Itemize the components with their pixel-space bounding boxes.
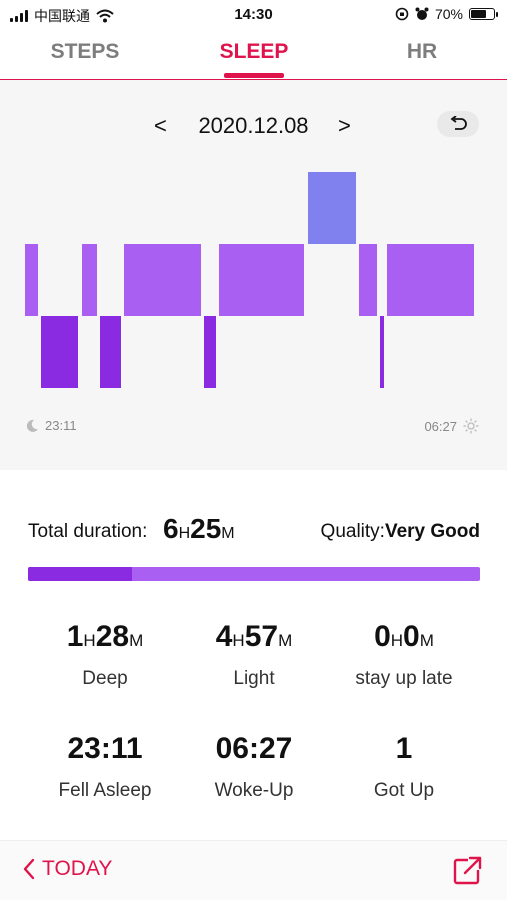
chevron-left-icon	[23, 858, 35, 880]
wifi-icon	[96, 9, 114, 23]
got-up-value: 1	[395, 732, 413, 765]
sleep-chart-panel: < 2020.12.08 > 23:11 06:27	[0, 80, 507, 470]
quality-label: Quality:	[320, 521, 385, 542]
battery-percent: 70%	[434, 6, 463, 22]
bottom-bar: TODAY	[0, 840, 507, 900]
fell-asleep-label: Fell Asleep	[58, 780, 152, 801]
share-icon[interactable]	[453, 855, 483, 885]
orientation-lock-icon	[395, 7, 409, 21]
carrier-label: 中国联通	[34, 8, 90, 24]
tab-hr[interactable]: HR	[406, 40, 438, 63]
total-duration-label: Total duration:	[28, 521, 148, 542]
today-label: TODAY	[42, 857, 113, 880]
quality-value: Very Good	[384, 521, 480, 542]
status-time: 14:30	[234, 6, 273, 23]
light-duration-value: 4H57M	[215, 620, 293, 653]
moon-icon	[26, 419, 38, 432]
sleep-segment-light	[25, 244, 38, 316]
light-label: Light	[233, 668, 275, 689]
date-navigator: < 2020.12.08 >	[0, 111, 507, 143]
sleep-segment-awake	[307, 172, 357, 244]
stat-got-up: 1 Got Up	[329, 732, 479, 802]
sleep-summary: Total duration: 6H25M Quality:Very Good	[28, 513, 480, 549]
total-duration-value: 6H25M	[163, 513, 235, 544]
sleep-segment-deep	[99, 316, 122, 388]
sleep-segment-deep	[203, 316, 217, 388]
today-button[interactable]: TODAY	[22, 857, 112, 881]
tab-sleep[interactable]: SLEEP	[219, 40, 289, 63]
sleep-composition-bar	[28, 567, 480, 581]
deep-sleep-fill	[28, 567, 132, 581]
current-date: 2020.12.08	[198, 113, 309, 138]
quality: Quality:Very Good	[321, 521, 480, 543]
woke-up-label: Woke-Up	[214, 780, 294, 801]
tab-steps[interactable]: STEPS	[50, 40, 120, 63]
sleep-start-time: 23:11	[45, 418, 77, 433]
stat-stay-up-late: 0H0M stay up late	[329, 620, 479, 690]
stat-woke-up: 06:27 Woke-Up	[179, 732, 329, 802]
undo-icon	[450, 116, 467, 130]
sleep-start-label: 23:11	[25, 418, 77, 433]
tab-active-indicator	[224, 73, 284, 78]
sleep-segment-light	[386, 244, 474, 316]
return-today-button[interactable]	[437, 111, 479, 137]
next-date-button[interactable]: >	[338, 113, 351, 138]
sleep-segment-light	[359, 244, 377, 316]
sleep-segment-light	[124, 244, 201, 316]
deep-duration-value: 1H28M	[66, 620, 144, 653]
signal-icon	[10, 10, 28, 22]
sleep-segment-light	[219, 244, 305, 316]
tab-bar: STEPS SLEEP HR	[0, 30, 507, 80]
woke-up-value: 06:27	[215, 732, 293, 765]
fell-asleep-value: 23:11	[67, 732, 143, 765]
stay-up-late-value: 0H0M	[374, 620, 434, 653]
stat-deep: 1H28M Deep	[30, 620, 180, 690]
prev-date-button[interactable]: <	[154, 113, 167, 138]
deep-label: Deep	[82, 668, 128, 689]
alarm-icon	[415, 7, 429, 20]
sleep-segment-deep	[379, 316, 384, 388]
stat-light: 4H57M Light	[179, 620, 329, 690]
stat-fell-asleep: 23:11 Fell Asleep	[30, 732, 180, 802]
status-bar: 中国联通 14:30 70%	[0, 0, 507, 30]
sun-icon	[463, 418, 479, 434]
stay-up-late-label: stay up late	[355, 668, 453, 689]
sleep-segment-light	[81, 244, 97, 316]
sleep-segment-deep	[40, 316, 79, 388]
battery-icon	[469, 8, 498, 20]
sleep-end-label: 06:27	[424, 418, 479, 434]
sleep-end-time: 06:27	[424, 418, 457, 434]
sleep-stage-chart	[0, 80, 507, 470]
got-up-label: Got Up	[373, 780, 435, 801]
